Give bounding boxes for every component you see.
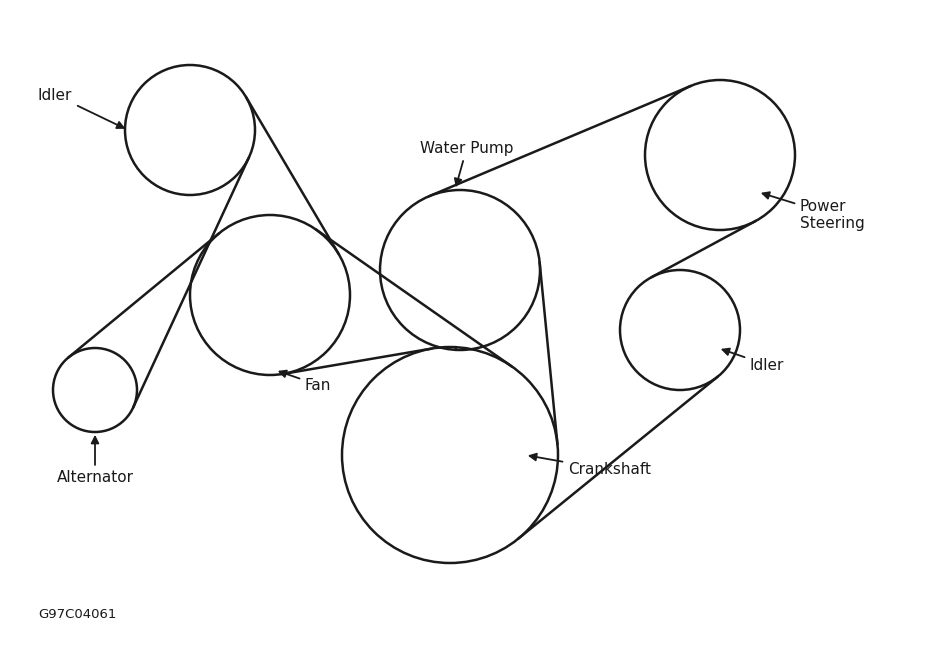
Text: Power
Steering: Power Steering	[762, 192, 864, 231]
Text: Idler: Idler	[722, 349, 783, 372]
Text: Alternator: Alternator	[57, 437, 134, 485]
Text: Idler: Idler	[38, 87, 123, 128]
Text: Water Pump: Water Pump	[419, 140, 513, 185]
Text: Fan: Fan	[279, 371, 331, 392]
Text: Crankshaft: Crankshaft	[529, 454, 651, 478]
Text: G97C04061: G97C04061	[38, 608, 116, 621]
